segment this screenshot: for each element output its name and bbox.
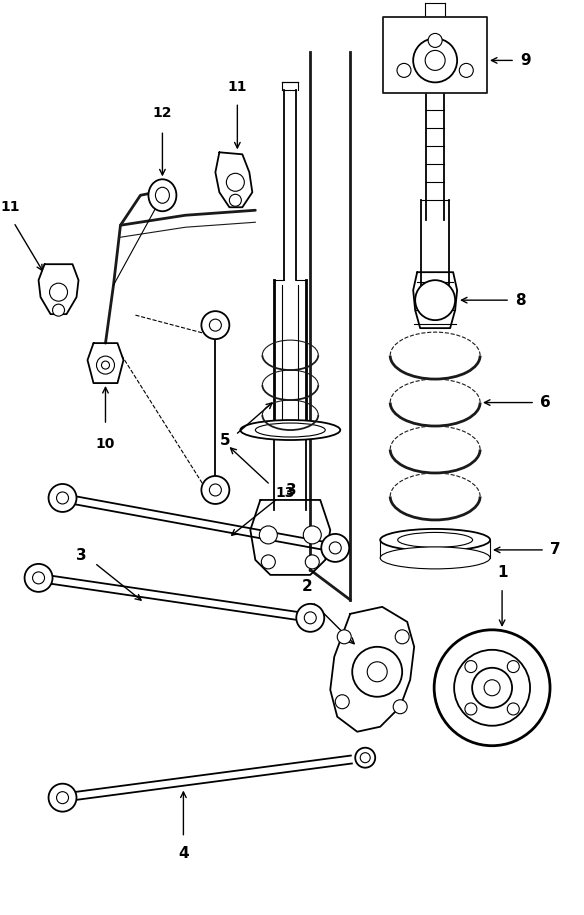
Circle shape: [48, 783, 77, 812]
Text: 11: 11: [1, 200, 20, 214]
Circle shape: [261, 554, 275, 569]
Circle shape: [454, 650, 530, 726]
Text: 3: 3: [286, 483, 297, 499]
Circle shape: [465, 703, 477, 715]
Text: 7: 7: [550, 543, 561, 557]
Circle shape: [201, 476, 230, 504]
Circle shape: [96, 356, 114, 374]
Circle shape: [305, 554, 319, 569]
Circle shape: [57, 492, 68, 504]
Circle shape: [507, 703, 519, 715]
Circle shape: [415, 280, 455, 320]
Circle shape: [201, 311, 230, 339]
Circle shape: [459, 63, 473, 78]
Text: 6: 6: [540, 395, 551, 410]
Text: 9: 9: [520, 53, 531, 68]
Circle shape: [296, 604, 324, 632]
Circle shape: [329, 542, 341, 554]
Circle shape: [321, 534, 349, 562]
Circle shape: [360, 753, 370, 763]
Circle shape: [428, 34, 442, 48]
Circle shape: [304, 612, 317, 624]
Circle shape: [227, 173, 244, 191]
Circle shape: [413, 38, 457, 82]
Ellipse shape: [155, 188, 169, 203]
Circle shape: [395, 630, 409, 644]
Circle shape: [53, 304, 64, 317]
Circle shape: [355, 748, 375, 768]
Ellipse shape: [380, 547, 490, 569]
Circle shape: [484, 680, 500, 695]
Text: 13: 13: [275, 486, 295, 500]
Bar: [383, 17, 487, 93]
Circle shape: [397, 63, 411, 78]
Circle shape: [303, 526, 321, 544]
Circle shape: [465, 661, 477, 673]
Text: 4: 4: [178, 845, 189, 861]
Circle shape: [352, 647, 402, 696]
Text: 5: 5: [220, 433, 230, 447]
Circle shape: [230, 194, 241, 206]
Circle shape: [259, 526, 277, 544]
Text: 8: 8: [515, 293, 526, 307]
Text: 10: 10: [96, 437, 115, 451]
Circle shape: [425, 50, 445, 70]
Text: 11: 11: [228, 81, 247, 94]
Circle shape: [210, 484, 221, 496]
Ellipse shape: [148, 179, 176, 211]
Text: 1: 1: [497, 565, 507, 580]
Circle shape: [507, 661, 519, 673]
Circle shape: [25, 564, 53, 592]
Text: 3: 3: [76, 548, 86, 564]
Ellipse shape: [255, 423, 325, 437]
Circle shape: [50, 283, 68, 301]
Circle shape: [33, 572, 44, 584]
Text: 12: 12: [152, 106, 172, 121]
Circle shape: [434, 630, 550, 746]
Circle shape: [337, 630, 351, 644]
Circle shape: [335, 694, 349, 709]
Ellipse shape: [380, 529, 490, 551]
Ellipse shape: [241, 420, 340, 440]
Text: 2: 2: [302, 579, 312, 594]
Circle shape: [48, 484, 77, 512]
Circle shape: [472, 668, 512, 707]
Circle shape: [367, 662, 387, 682]
Circle shape: [57, 791, 68, 803]
Ellipse shape: [398, 533, 472, 547]
Circle shape: [210, 319, 221, 331]
Circle shape: [102, 361, 109, 369]
Circle shape: [393, 700, 407, 714]
